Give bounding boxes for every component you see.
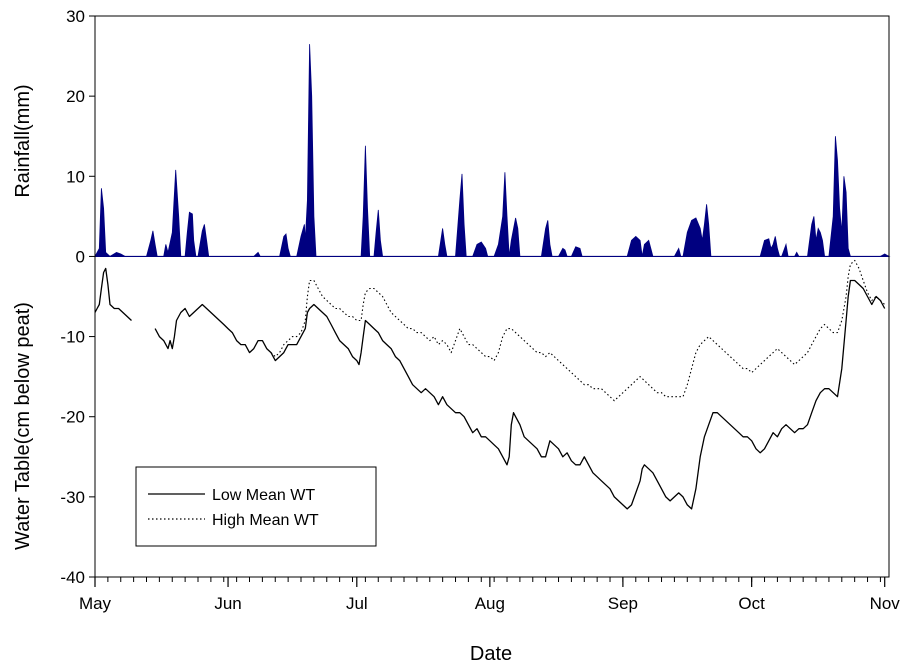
x-tick-label: Aug — [475, 594, 505, 613]
series-line-high-0 — [270, 259, 886, 402]
x-tick-label: Jun — [214, 594, 241, 613]
y-axis: 30 20 10 0 -10 -20 -30 -40 — [60, 7, 95, 587]
series-line-low-0 — [94, 267, 132, 321]
x-tick-label: Sep — [608, 594, 638, 613]
plot-frame — [94, 15, 890, 578]
x-axis-title: Date — [470, 643, 512, 665]
water-table-axis-title: Water Table(cm below peat) — [12, 302, 34, 550]
x-tick-label: Oct — [738, 594, 765, 613]
y-tick-label: 20 — [66, 87, 85, 106]
rainfall-area — [94, 44, 891, 257]
x-tick-label: Jul — [346, 594, 368, 613]
y-tick-label: 0 — [76, 247, 85, 266]
y-tick-label: 30 — [66, 7, 85, 26]
legend-box — [135, 466, 377, 547]
y-tick-label: -20 — [60, 408, 85, 427]
y-tick-label: -30 — [60, 488, 85, 507]
y-tick-label: 10 — [66, 167, 85, 186]
rainfall-bars — [94, 44, 891, 257]
x-tick-label: Nov — [870, 594, 901, 613]
series-line-low-1 — [154, 279, 886, 510]
rainfall-axis-title: Rainfall(mm) — [12, 84, 34, 197]
x-tick-label: May — [79, 594, 112, 613]
x-axis: May Jun Jul Aug Sep Oct Nov — [79, 577, 900, 613]
legend-label-high: High Mean WT — [212, 512, 319, 529]
legend-label-low: Low Mean WT — [212, 487, 315, 504]
legend: Low Mean WT High Mean WT — [135, 466, 377, 547]
y-tick-label: -10 — [60, 328, 85, 347]
y-tick-label: -40 — [60, 568, 85, 587]
water-table-series — [94, 259, 886, 510]
